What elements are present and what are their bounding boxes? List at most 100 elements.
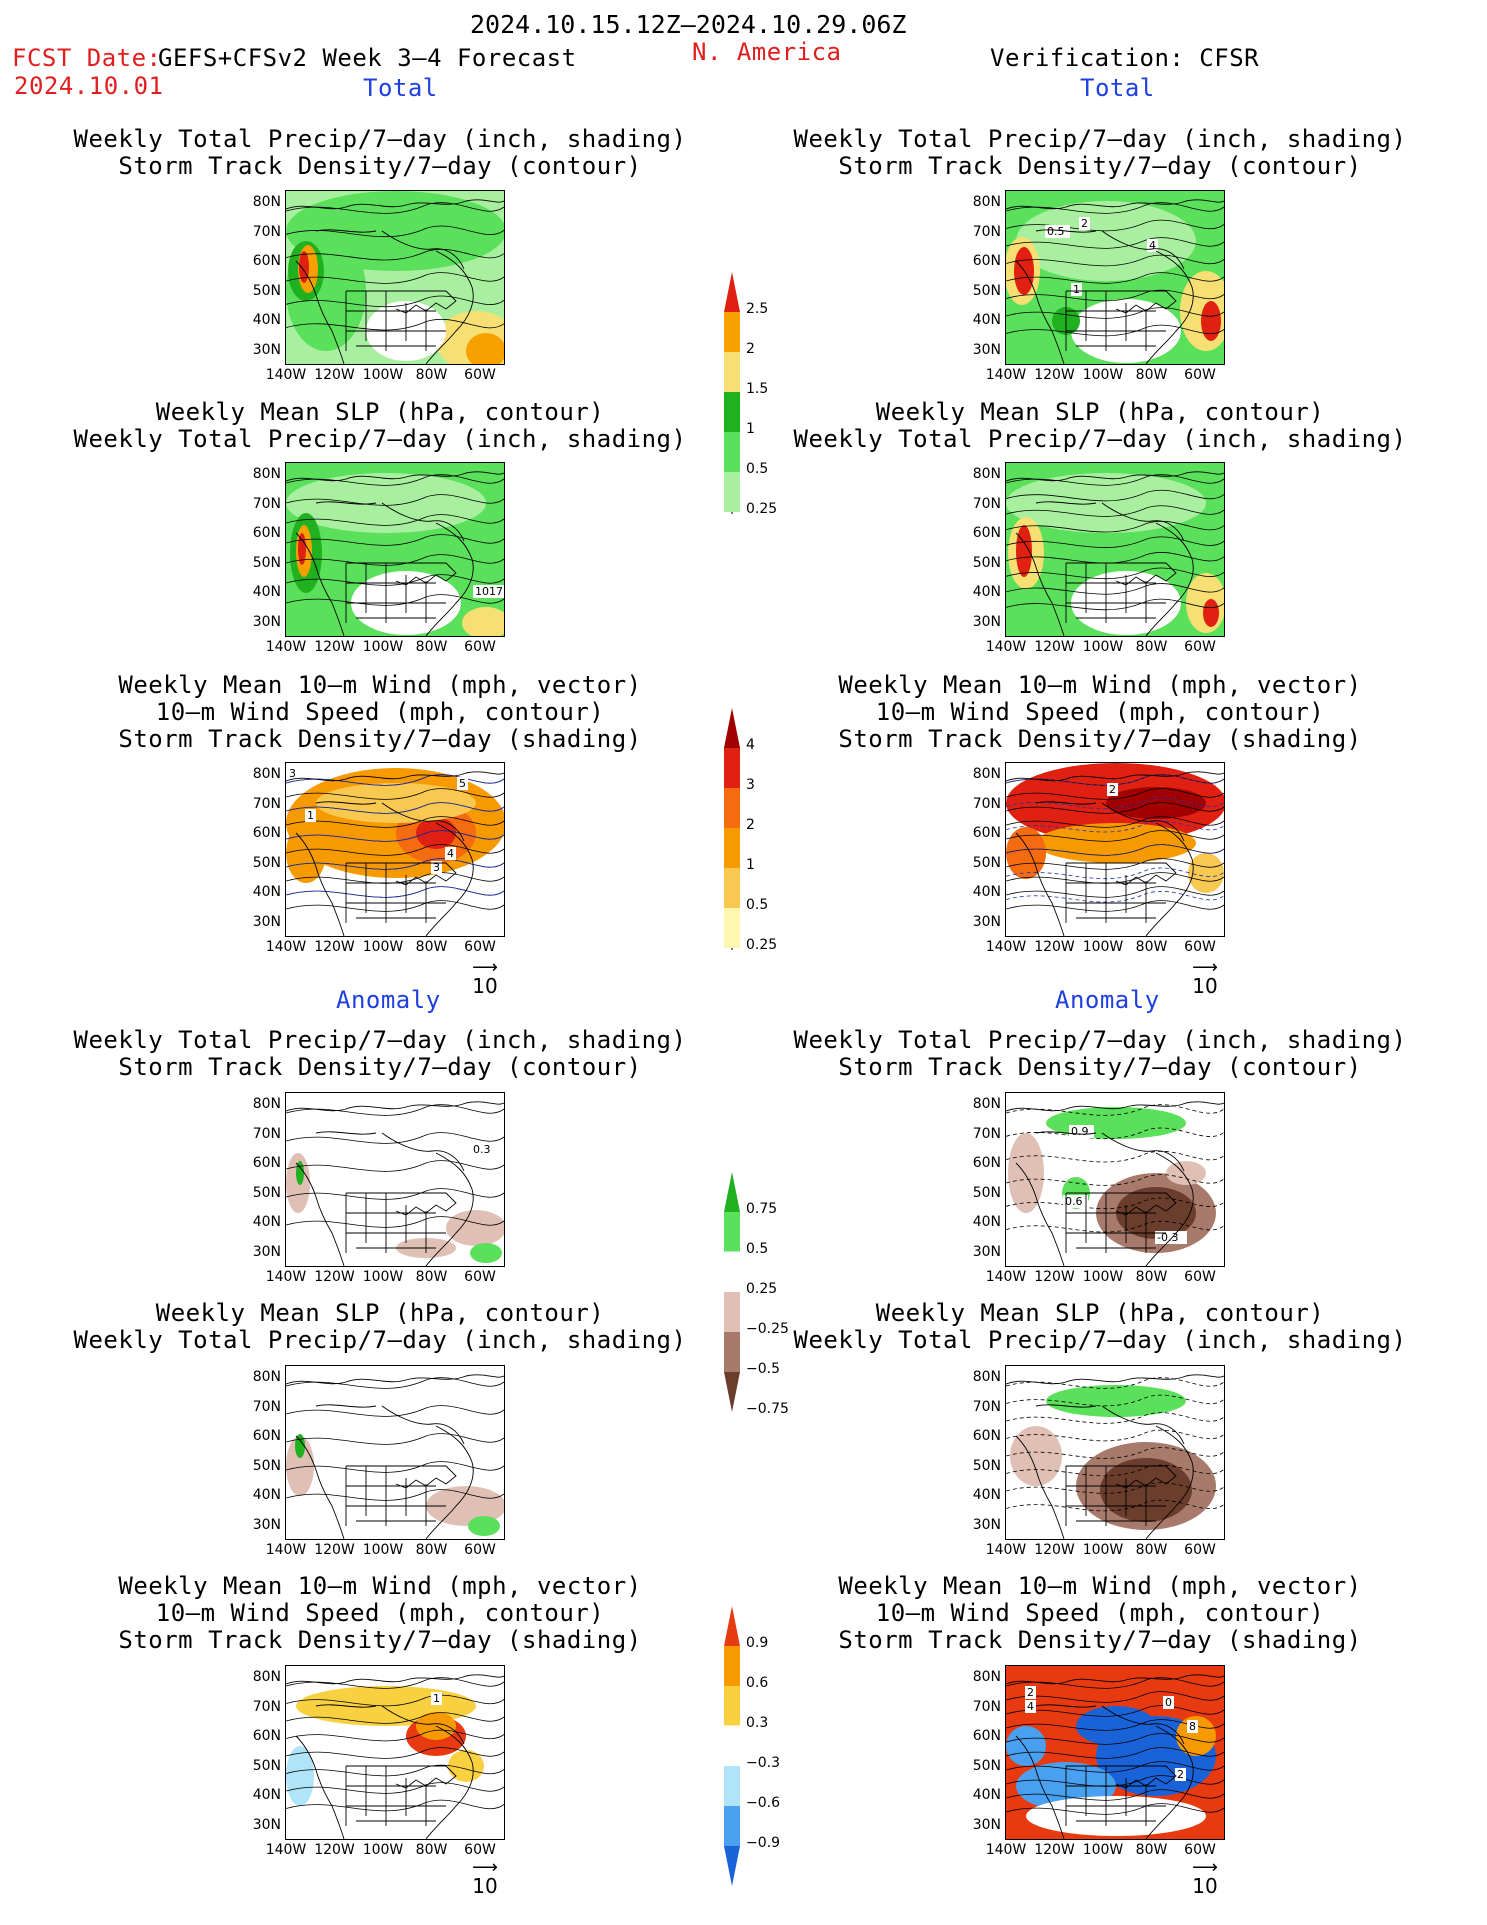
lon-tick-label: 120W	[314, 939, 355, 955]
lon-tick-label: 140W	[265, 1542, 307, 1558]
lat-tick-label: 60N	[252, 825, 281, 841]
lon-tick-label: 140W	[985, 939, 1027, 955]
lon-tick-label: 100W	[1082, 1269, 1124, 1285]
colorbar-label: 1	[746, 421, 755, 437]
lat-tick-label: 50N	[252, 1457, 281, 1474]
lat-tick-label: 60N	[972, 1155, 1001, 1171]
lat-tick-label: 30N	[252, 1243, 281, 1260]
coastline	[1006, 1674, 1224, 1839]
colorbar-segment	[724, 748, 740, 788]
lon-tick-label: 120W	[1034, 1542, 1075, 1558]
svg-text:1: 1	[433, 1692, 440, 1705]
colorbar-label: −0.75	[746, 1401, 789, 1417]
colorbar-precip-total	[721, 270, 743, 539]
lat-tick-label: 60N	[972, 253, 1001, 269]
coastline	[286, 1374, 504, 1539]
lon-tick-label: 60W	[1184, 1542, 1216, 1558]
svg-text:1: 1	[307, 809, 314, 822]
coastline	[286, 1101, 504, 1266]
colorbar-label: 1	[746, 857, 755, 873]
colorbar-label: 0.3	[746, 1715, 769, 1731]
colorbar-segment	[723, 1725, 741, 1767]
lon-tick-label: 80W	[415, 367, 448, 383]
lat-tick-label: 70N	[252, 1698, 281, 1715]
lat-tick-label: 40N	[972, 884, 1001, 900]
lat-tick-label: 50N	[252, 554, 281, 571]
lon-tick-label: 80W	[415, 1269, 448, 1285]
lon-tick-label: 120W	[1034, 367, 1075, 383]
lat-tick-label: 60N	[252, 1728, 281, 1744]
arrow-right-icon: ⟶	[472, 1857, 498, 1878]
lon-tick-label: 140W	[265, 1842, 307, 1858]
lat-tick-label: 50N	[972, 554, 1001, 571]
lat-tick-label: 60N	[252, 1155, 281, 1171]
vector-reference: ⟶ 10	[465, 1857, 505, 1899]
lat-tick-label: 70N	[972, 1698, 1001, 1715]
lat-tick-label: 60N	[252, 253, 281, 269]
lon-tick-label: 80W	[1135, 1842, 1168, 1858]
colorbar-precip-anom	[721, 1170, 743, 1418]
colorbar-label: 0.5	[746, 897, 769, 913]
lon-tick-label: 140W	[985, 1842, 1027, 1858]
lat-tick-label: 40N	[972, 1787, 1001, 1803]
fcst-date-value: 2024.10.01	[14, 72, 164, 100]
map-fcst-precip-total	[285, 190, 505, 365]
svg-text:8: 8	[1189, 1720, 1196, 1733]
lon-tick-label: 80W	[415, 1542, 448, 1558]
lat-tick-label: 40N	[252, 312, 281, 328]
section-anomaly-left: Anomaly	[336, 986, 441, 1014]
lat-tick-label: 50N	[972, 854, 1001, 871]
lon-tick-label: 80W	[415, 1842, 448, 1858]
model-label: GEFS+CFSv2 Week 3–4 Forecast	[158, 44, 577, 72]
lon-tick-label: 140W	[265, 639, 307, 655]
lon-tick-label: 80W	[1135, 1542, 1168, 1558]
colorbar-segment	[724, 1172, 740, 1212]
vector-reference: ⟶ 10	[1185, 957, 1225, 999]
lat-tick-label: 70N	[252, 1398, 281, 1415]
lat-tick-label: 30N	[252, 341, 281, 358]
lon-tick-label: 120W	[1034, 939, 1075, 955]
lat-tick-label: 40N	[972, 584, 1001, 600]
lon-tick-label: 60W	[1184, 367, 1216, 383]
lat-tick-label: 60N	[972, 1428, 1001, 1444]
lon-tick-label: 60W	[464, 1842, 496, 1858]
lon-tick-label: 100W	[1082, 939, 1124, 955]
lat-tick-label: 50N	[252, 1184, 281, 1201]
colorbar-label: −0.3	[746, 1755, 780, 1771]
svg-text:0.3: 0.3	[473, 1143, 491, 1156]
colorbar-label: 1.5	[746, 381, 769, 397]
lat-tick-label: 50N	[252, 854, 281, 871]
svg-text:0.9: 0.9	[1071, 1125, 1089, 1138]
colorbar-label: 2	[746, 817, 755, 833]
arrow-right-icon: ⟶	[1192, 957, 1218, 978]
coastline	[1006, 1374, 1224, 1539]
verification-label: Verification: CFSR	[990, 44, 1260, 72]
lon-tick-label: 60W	[1184, 1269, 1216, 1285]
lat-tick-label: 50N	[972, 1757, 1001, 1774]
map-obs-precip-total: 0.5 2 4 1	[1005, 190, 1225, 365]
lon-tick-label: 100W	[362, 1542, 404, 1558]
svg-text:1017: 1017	[475, 585, 503, 598]
section-total-left: Total	[363, 74, 438, 102]
lat-tick-label: 50N	[252, 282, 281, 299]
lat-tick-label: 80N	[252, 1369, 281, 1385]
colorbar-label: 0.75	[746, 1201, 778, 1217]
coastline	[1006, 771, 1224, 936]
period-title: 2024.10.15.12Z–2024.10.29.06Z	[470, 10, 907, 39]
lon-tick-label: 60W	[1184, 939, 1216, 955]
lon-tick-label: 140W	[985, 367, 1027, 383]
colorbar-segment	[724, 868, 740, 908]
colorbar-segment	[724, 352, 740, 392]
lat-tick-label: 70N	[252, 495, 281, 512]
lat-tick-label: 70N	[252, 223, 281, 240]
panel-title: Weekly Mean 10–m Wind (mph, vector) 10–m …	[838, 1572, 1362, 1654]
lat-tick-label: 80N	[252, 1669, 281, 1685]
lon-tick-label: 100W	[1082, 1842, 1124, 1858]
svg-text:4: 4	[1149, 239, 1156, 252]
vector-reference: ⟶ 10	[1185, 1859, 1225, 1899]
lat-tick-label: 60N	[252, 525, 281, 541]
map-obs-precip-anom: 0.9 0.6 -0.3	[1005, 1092, 1225, 1267]
colorbar-segment	[724, 708, 740, 748]
lon-tick-label: 140W	[265, 939, 307, 955]
lon-tick-label: 60W	[464, 1542, 496, 1558]
